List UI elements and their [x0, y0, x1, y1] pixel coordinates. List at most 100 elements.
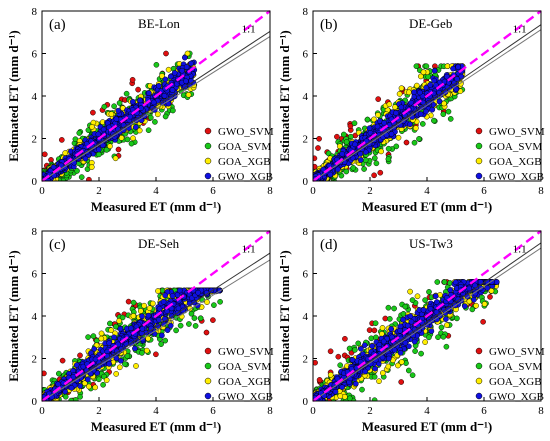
- legend-label: GWO_SVM: [218, 126, 274, 138]
- y-tick-label: 6: [32, 269, 38, 281]
- point-gwo-xgb: [159, 332, 165, 339]
- point-gwo-svm: [129, 76, 136, 83]
- point-gwo-svm: [58, 137, 65, 143]
- point-goa-xgb: [113, 371, 120, 377]
- point-goa-svm: [359, 386, 365, 393]
- legend-marker: [204, 362, 212, 370]
- point-goa-xgb: [204, 299, 210, 305]
- y-tick-label: 0: [303, 176, 309, 188]
- site-title: DE-Geb: [409, 16, 452, 31]
- point-gwo-xgb: [129, 98, 136, 105]
- point-gwo-xgb: [423, 84, 430, 91]
- point-gwo-svm: [334, 133, 340, 140]
- point-gwo-xgb: [181, 54, 188, 61]
- point-gwo-svm: [327, 348, 334, 355]
- point-gwo-svm: [342, 335, 348, 342]
- point-gwo-xgb: [95, 146, 102, 153]
- x-tick-label: 8: [267, 405, 273, 417]
- point-gwo-xgb: [381, 120, 387, 126]
- point-gwo-xgb: [150, 99, 157, 106]
- point-goa-svm: [391, 305, 397, 312]
- y-axis-label: Estimated ET (mm d⁻¹): [277, 30, 292, 162]
- point-gwo-xgb: [431, 67, 438, 74]
- point-goa-svm: [217, 298, 223, 305]
- x-tick-label: 4: [153, 185, 159, 197]
- point-goa-xgb: [108, 111, 115, 117]
- point-gwo-xgb: [176, 287, 183, 294]
- point-goa-svm: [343, 168, 350, 175]
- y-tick-label: 4: [32, 91, 38, 103]
- point-goa-svm: [434, 279, 441, 285]
- point-gwo-xgb: [68, 384, 75, 391]
- point-gwo-xgb: [417, 111, 424, 117]
- y-tick-label: 4: [32, 311, 38, 323]
- site-title: BE-Lon: [138, 16, 180, 31]
- point-goa-svm: [173, 327, 179, 334]
- point-goa-svm: [355, 340, 362, 347]
- legend-marker: [475, 172, 483, 180]
- point-goa-svm: [153, 61, 160, 68]
- point-gwo-svm: [42, 370, 47, 377]
- x-tick-label: 6: [481, 185, 487, 197]
- y-tick-label: 8: [303, 6, 309, 18]
- site-title: DE-Seh: [138, 236, 180, 251]
- point-goa-xgb: [144, 347, 150, 354]
- point-goa-svm: [152, 119, 158, 125]
- point-gwo-svm: [153, 351, 159, 358]
- point-goa-svm: [350, 164, 357, 171]
- point-goa-xgb: [417, 73, 424, 80]
- point-goa-xgb: [81, 380, 88, 387]
- point-goa-svm: [385, 145, 392, 152]
- point-gwo-xgb: [195, 289, 201, 296]
- point-goa-svm: [416, 136, 422, 142]
- point-goa-xgb: [184, 50, 191, 57]
- point-goa-svm: [447, 116, 454, 122]
- one-to-one-line: [312, 10, 542, 182]
- point-gwo-xgb: [50, 164, 57, 171]
- point-goa-svm: [425, 73, 432, 80]
- point-gwo-xgb: [352, 141, 358, 148]
- point-gwo-svm: [210, 317, 216, 323]
- point-gwo-xgb: [183, 78, 189, 84]
- point-goa-xgb: [413, 125, 419, 131]
- point-goa-svm: [393, 143, 400, 150]
- legend-label: GWO_SVM: [218, 346, 274, 358]
- y-tick-label: 8: [32, 226, 38, 238]
- regression-line: [42, 36, 270, 181]
- point-gwo-svm: [163, 50, 169, 57]
- point-gwo-xgb: [408, 99, 415, 106]
- y-tick-label: 4: [303, 91, 309, 103]
- legend-label: GWO_XGB: [218, 171, 273, 183]
- point-goa-svm: [107, 320, 113, 327]
- x-tick-label: 6: [210, 185, 216, 197]
- point-goa-xgb: [386, 101, 393, 108]
- legend-marker: [204, 172, 212, 180]
- point-goa-xgb: [146, 305, 153, 312]
- point-gwo-xgb: [115, 107, 122, 114]
- x-tick-label: 8: [267, 185, 273, 197]
- point-goa-svm: [454, 315, 460, 322]
- point-gwo-xgb: [95, 131, 102, 138]
- point-goa-svm: [96, 376, 102, 383]
- y-tick-label: 8: [32, 6, 38, 18]
- point-goa-xgb: [141, 302, 147, 309]
- point-gwo-xgb: [145, 312, 152, 319]
- point-gwo-svm: [90, 109, 96, 116]
- point-gwo-svm: [313, 155, 318, 162]
- y-tick-label: 0: [32, 396, 38, 408]
- point-goa-svm: [440, 111, 447, 118]
- point-gwo-xgb: [444, 73, 450, 80]
- point-gwo-xgb: [80, 363, 87, 370]
- point-goa-xgb: [145, 335, 151, 342]
- x-tick-label: 4: [424, 185, 430, 197]
- point-gwo-xgb: [82, 155, 89, 162]
- point-gwo-xgb: [183, 64, 190, 70]
- point-goa-svm: [130, 299, 137, 306]
- point-gwo-xgb: [100, 126, 107, 133]
- point-goa-xgb: [86, 383, 92, 390]
- point-goa-xgb: [149, 300, 156, 307]
- point-goa-xgb: [336, 143, 343, 150]
- point-goa-xgb: [62, 150, 69, 156]
- x-tick-label: 6: [210, 405, 216, 417]
- point-gwo-xgb: [167, 73, 174, 80]
